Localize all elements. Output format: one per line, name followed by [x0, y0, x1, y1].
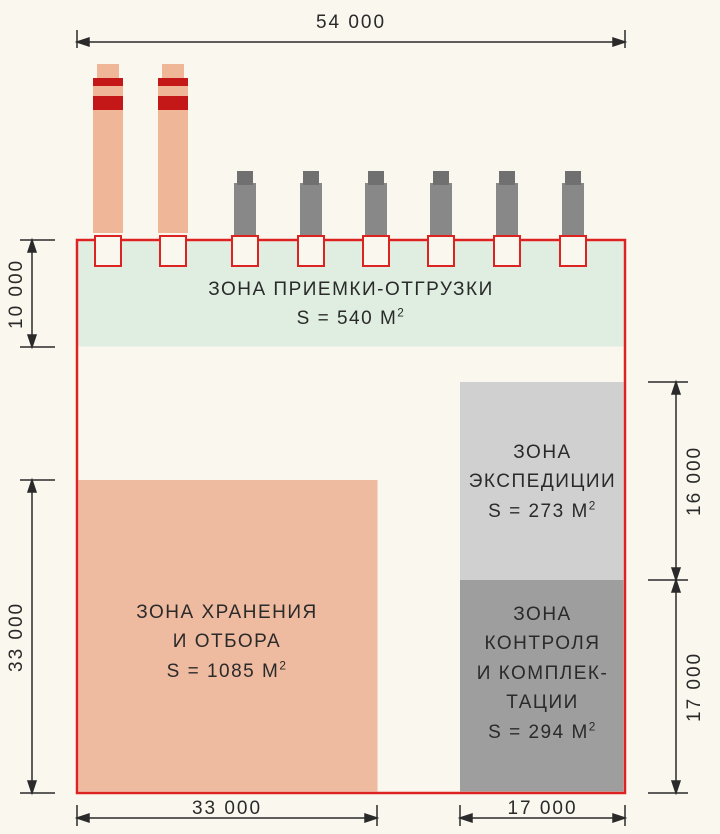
zone-storage-title1: ЗОНА ХРАНЕНИЯ: [136, 602, 317, 623]
zone-control-t2: КОНТРОЛЯ: [485, 633, 601, 654]
dim-right-exped: 16 000: [684, 382, 706, 580]
dim-top: 54 000: [77, 12, 625, 34]
zone-control-t1: ЗОНА: [513, 604, 571, 625]
dim-bottom-storage: 33 000: [77, 798, 377, 820]
zone-storage-title2: И ОТБОРА: [173, 631, 281, 652]
zone-control-t3: И КОМПЛЕК-: [477, 663, 609, 684]
zone-receiving-area: S = 540 М: [297, 308, 398, 329]
zone-control-t4: ТАЦИИ: [506, 692, 579, 713]
zone-control-area: S = 294 М: [488, 722, 589, 743]
zone-expedition-t1: ЗОНА: [513, 442, 571, 463]
zone-storage-area: S = 1085 М: [167, 661, 280, 682]
zone-receiving-label: ЗОНА ПРИЕМКИ-ОТГРУЗКИ S = 540 М2: [77, 275, 625, 334]
dim-left-storage: 33 000: [6, 480, 28, 793]
dim-right-control: 17 000: [684, 580, 706, 793]
dim-left-recv: 10 000: [6, 240, 28, 347]
zone-receiving-title: ЗОНА ПРИЕМКИ-ОТГРУЗКИ: [208, 279, 494, 300]
zone-expedition-t2: ЭКСПЕДИЦИИ: [469, 471, 616, 492]
dim-bottom-control: 17 000: [460, 798, 625, 820]
zone-expedition-area: S = 273 М: [488, 501, 589, 522]
zone-storage-label: ЗОНА ХРАНЕНИЯ И ОТБОРА S = 1085 М2: [77, 598, 377, 686]
zone-control-label: ЗОНА КОНТРОЛЯ И КОМПЛЕК- ТАЦИИ S = 294 М…: [455, 600, 630, 747]
zone-expedition-label: ЗОНА ЭКСПЕДИЦИИ S = 273 М2: [455, 438, 630, 526]
